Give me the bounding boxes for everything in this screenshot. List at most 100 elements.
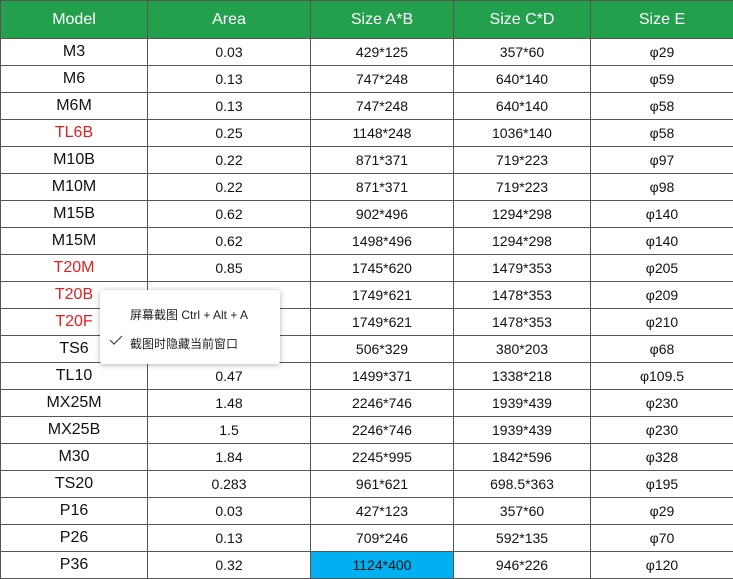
table-cell: 0.13	[147, 92, 311, 120]
table-cell: 592*135	[453, 524, 591, 552]
table-cell: 1939*439	[453, 389, 591, 417]
table-cell: TL10	[0, 362, 148, 390]
table-cell: φ70	[590, 524, 733, 552]
table-cell: 506*329	[310, 335, 454, 363]
table-row: M6 0.13 747*248 640*140 φ59	[0, 65, 733, 93]
table-cell: 0.32	[147, 551, 311, 579]
table-row: P36 0.32 1124*400 946*226 φ120	[0, 551, 733, 579]
table-row: TL10 0.47 1499*371 1338*218 φ109.5	[0, 362, 733, 390]
table-cell: 719*223	[453, 146, 591, 174]
table-cell: MX25M	[0, 389, 148, 417]
table-body: M3 0.03 429*125 357*60 φ29 M6 0.13 747*248 640*1…	[0, 38, 733, 579]
table-cell: P26	[0, 524, 148, 552]
table-cell: φ68	[590, 335, 733, 363]
table-cell: 640*140	[453, 92, 591, 120]
header-cell: Size E	[590, 0, 733, 39]
header-row: Model Area Size A*B Size C*D Size E	[0, 0, 733, 39]
menu-item[interactable]: 屏幕截图 Ctrl + Alt + A	[130, 308, 249, 322]
table-cell: M30	[0, 443, 148, 471]
table-cell: 1745*620	[310, 254, 454, 282]
table-cell: P36	[0, 551, 148, 579]
table-cell: M15B	[0, 200, 148, 228]
check-icon	[109, 335, 123, 345]
header-cell: Area	[147, 0, 311, 39]
table-cell: 871*371	[310, 146, 454, 174]
table-row: M6M 0.13 747*248 640*140 φ58	[0, 92, 733, 120]
table-cell: M6	[0, 65, 148, 93]
table-cell: 0.85	[147, 254, 311, 282]
table-cell: 1148*248	[310, 119, 454, 147]
table-cell: φ109.5	[590, 362, 733, 390]
table-cell: 429*125	[310, 38, 454, 66]
table-cell: 1.5	[147, 416, 311, 444]
table-cell: 0.47	[147, 362, 311, 390]
table-row: TS20 0.283 961*621 698.5*363 φ195	[0, 470, 733, 498]
table-cell: M10M	[0, 173, 148, 201]
table-cell: φ328	[590, 443, 733, 471]
table-cell: φ58	[590, 92, 733, 120]
table-cell: 0.22	[147, 173, 311, 201]
table-cell: φ205	[590, 254, 733, 282]
table-cell: φ140	[590, 200, 733, 228]
table-cell: 0.13	[147, 65, 311, 93]
table-cell: φ209	[590, 281, 733, 309]
table-cell: φ230	[590, 389, 733, 417]
table-cell: 0.25	[147, 119, 311, 147]
table-cell: 709*246	[310, 524, 454, 552]
table-cell: 380*203	[453, 335, 591, 363]
table-cell: 2245*995	[310, 443, 454, 471]
table-cell: 719*223	[453, 173, 591, 201]
table-cell: 946*226	[453, 551, 591, 579]
table-cell: MX25B	[0, 416, 148, 444]
table-cell: 698.5*363	[453, 470, 591, 498]
table-row: M30 1.84 2245*995 1842*596 φ328	[0, 443, 733, 471]
table-cell: M10B	[0, 146, 148, 174]
table-cell: φ195	[590, 470, 733, 498]
table-cell: φ58	[590, 119, 733, 147]
table-cell: 0.03	[147, 38, 311, 66]
table-cell: TL6B	[0, 119, 148, 147]
table-cell: 902*496	[310, 200, 454, 228]
table-cell: 1124*400	[310, 551, 454, 579]
table-cell: 1294*298	[453, 200, 591, 228]
table-row: M15B 0.62 902*496 1294*298 φ140	[0, 200, 733, 228]
table-cell: TS20	[0, 470, 148, 498]
table-cell: 747*248	[310, 65, 454, 93]
table-cell: 1498*496	[310, 227, 454, 255]
table-cell: φ97	[590, 146, 733, 174]
table-cell: φ210	[590, 308, 733, 336]
table-cell: φ59	[590, 65, 733, 93]
table-cell: φ140	[590, 227, 733, 255]
table-cell: 0.283	[147, 470, 311, 498]
table-cell: 1478*353	[453, 308, 591, 336]
table-cell: 427*123	[310, 497, 454, 525]
table-cell: 0.22	[147, 146, 311, 174]
table-cell: 0.13	[147, 524, 311, 552]
table-cell: φ230	[590, 416, 733, 444]
table-cell: 1939*439	[453, 416, 591, 444]
table-row: M15M 0.62 1498*496 1294*298 φ140	[0, 227, 733, 255]
table-cell: φ120	[590, 551, 733, 579]
table-cell: 640*140	[453, 65, 591, 93]
table-cell: 1.48	[147, 389, 311, 417]
table-row: M10M 0.22 871*371 719*223 φ98	[0, 173, 733, 201]
table-row: MX25M 1.48 2246*746 1939*439 φ230	[0, 389, 733, 417]
table-row: MX25B 1.5 2246*746 1939*439 φ230	[0, 416, 733, 444]
table-cell: 871*371	[310, 173, 454, 201]
table-row: T20M 0.85 1745*620 1479*353 φ205	[0, 254, 733, 282]
header-cell: Model	[0, 0, 148, 39]
header-cell: Size C*D	[453, 0, 591, 39]
context-menu: 屏幕截图 Ctrl + Alt + A 截图时隐藏当前窗口	[100, 290, 280, 364]
table-cell: 1842*596	[453, 443, 591, 471]
table-cell: 1478*353	[453, 281, 591, 309]
menu-item[interactable]: 截图时隐藏当前窗口	[130, 337, 239, 351]
table-cell: 1.84	[147, 443, 311, 471]
table-cell: 0.62	[147, 227, 311, 255]
table-cell: 357*60	[453, 497, 591, 525]
table-cell: 961*621	[310, 470, 454, 498]
table-row: M10B 0.22 871*371 719*223 φ97	[0, 146, 733, 174]
table-cell: M15M	[0, 227, 148, 255]
table-cell: φ29	[590, 38, 733, 66]
table-cell: 1294*298	[453, 227, 591, 255]
